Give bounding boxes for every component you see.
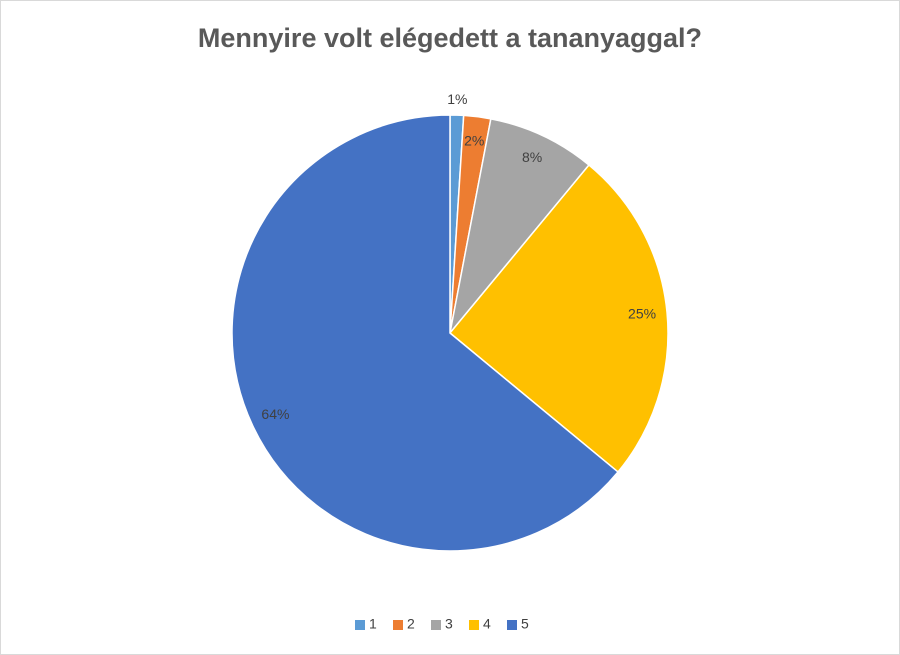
- legend-swatch: [469, 620, 479, 630]
- pie-slice: [449, 117, 591, 334]
- legend-label: 1: [369, 616, 377, 632]
- data-label: 8%: [522, 149, 542, 165]
- data-label: 1%: [447, 91, 467, 107]
- chart-title: Mennyire volt elégedett a tananyaggal?: [198, 23, 702, 53]
- legend-label: 4: [483, 616, 491, 632]
- pie-slice: [231, 114, 620, 552]
- legend-label: 2: [407, 616, 415, 632]
- legend-swatch: [507, 620, 517, 630]
- data-label: 64%: [261, 406, 289, 422]
- pie-slice: [448, 163, 669, 474]
- legend-label: 5: [521, 616, 529, 632]
- data-label: 2%: [464, 132, 484, 148]
- legend-swatch: [355, 620, 365, 630]
- legend-swatch: [431, 620, 441, 630]
- legend-label: 3: [445, 616, 453, 632]
- data-label: 25%: [628, 306, 656, 322]
- legend-swatch: [393, 620, 403, 630]
